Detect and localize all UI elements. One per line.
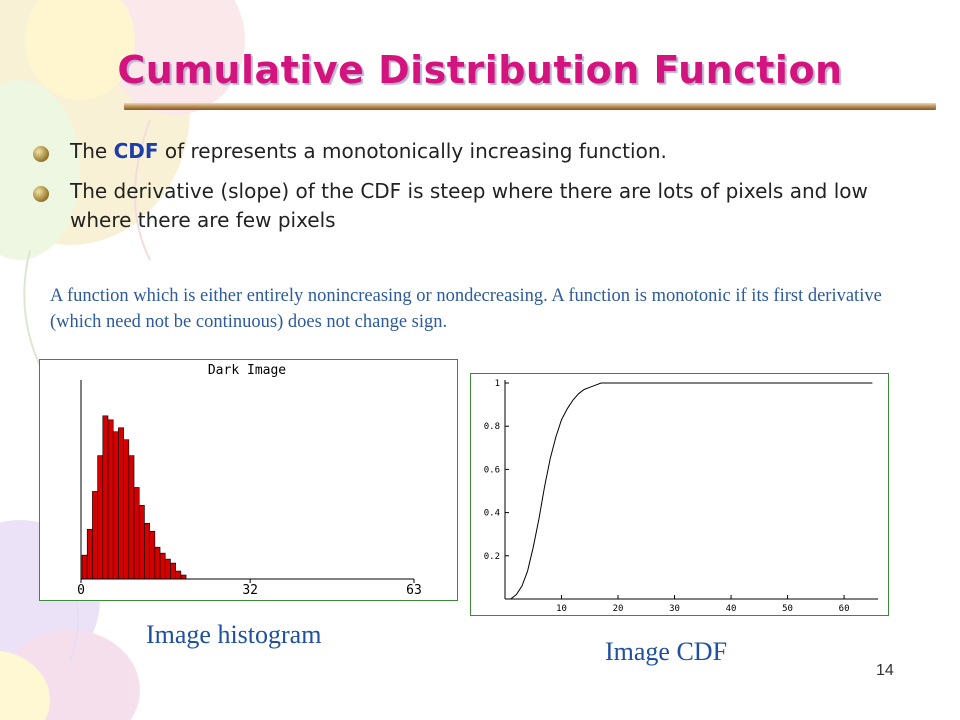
histogram-bar <box>180 574 187 580</box>
histogram-bar <box>154 546 161 580</box>
bullet-text: The derivative (slope) of the CDF is ste… <box>70 179 868 232</box>
cdf-y-tick-label: 0.2 <box>484 552 500 562</box>
histogram-bar <box>81 554 88 580</box>
title-underline <box>124 103 936 110</box>
cdf-chart: 10 20 30 40 50 60 0.2 0.4 0.6 0.8 1 <box>470 373 889 616</box>
page-number: 14 <box>876 662 894 679</box>
cdf-y-tick-label: 0.4 <box>484 509 500 519</box>
cdf-x-tick-label: 40 <box>726 604 737 614</box>
cdf-emphasis: CDF <box>113 139 159 163</box>
histogram-bar <box>123 439 130 580</box>
histogram-caption: Image histogram <box>146 620 322 649</box>
histogram-bar <box>97 455 104 580</box>
histogram-title: Dark Image <box>208 363 286 378</box>
histogram-bar <box>164 558 171 580</box>
cdf-series-line <box>510 382 873 600</box>
bullet-item: The CDF of represents a monotonically in… <box>32 137 912 167</box>
histogram-bar <box>118 427 124 580</box>
cdf-x-tick-label: 30 <box>669 604 680 614</box>
histogram-bar <box>175 570 182 580</box>
histogram-bar <box>170 562 176 580</box>
bullet-icon <box>33 146 49 162</box>
histogram-svg: Dark Image 0 32 63 <box>77 363 422 598</box>
cdf-svg: 10 20 30 40 50 60 0.2 0.4 0.6 0.8 1 <box>484 379 878 614</box>
cdf-x-tick-label: 60 <box>839 604 850 614</box>
histogram-tick-label: 0 <box>77 583 85 598</box>
histogram-bar <box>149 530 156 580</box>
histogram-chart: Dark Image 0 32 63 <box>39 359 458 601</box>
histogram-bar <box>133 487 140 580</box>
cdf-y-tick-label: 0.6 <box>484 465 500 475</box>
monotonic-definition-note: A function which is either entirely noni… <box>50 286 882 332</box>
cdf-caption: Image CDF <box>605 637 728 666</box>
bullet-icon <box>33 186 49 202</box>
cdf-y-tick-label: 1 <box>495 379 500 389</box>
bullet-text: The CDF of represents a monotonically in… <box>70 139 667 163</box>
cdf-x-tick-label: 20 <box>613 604 624 614</box>
histogram-bar <box>107 419 114 580</box>
histogram-bar <box>144 522 150 580</box>
histogram-bar <box>159 552 166 580</box>
histogram-bar <box>86 528 93 580</box>
cdf-x-tick-label: 50 <box>782 604 793 614</box>
histogram-tick-label: 32 <box>242 583 258 598</box>
bullet-item: The derivative (slope) of the CDF is ste… <box>32 177 912 237</box>
histogram-bar <box>102 415 109 580</box>
histogram-bar <box>92 491 98 580</box>
slide-title: Cumulative Distribution Function <box>117 48 843 92</box>
histogram-bar <box>128 455 135 580</box>
histogram-bar <box>112 431 119 580</box>
histogram-bar <box>138 505 145 580</box>
cdf-y-tick-label: 0.8 <box>484 422 500 432</box>
histogram-tick-label: 63 <box>406 583 422 598</box>
cdf-x-tick-label: 10 <box>556 604 567 614</box>
